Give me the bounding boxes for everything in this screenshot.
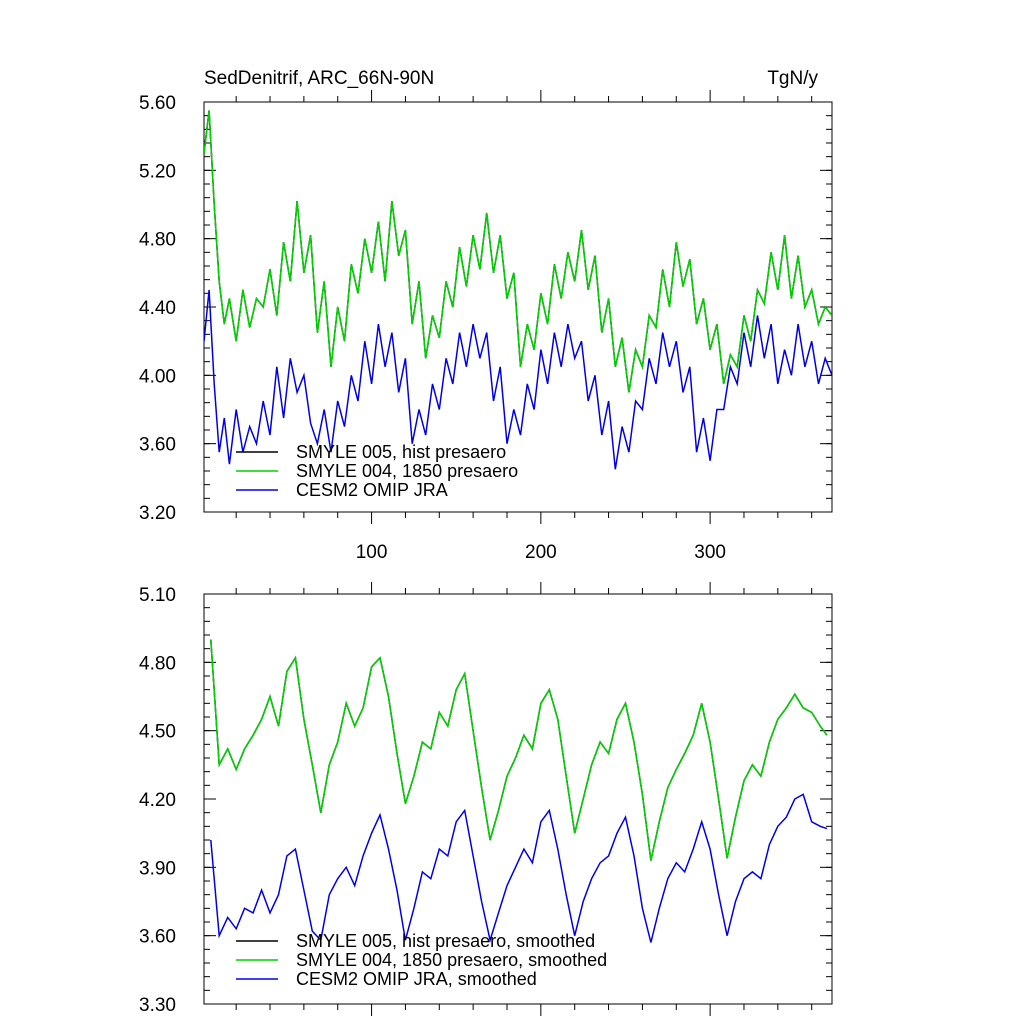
y-tick-label: 3.30 (139, 995, 176, 1016)
y-tick-label: 4.80 (139, 653, 176, 674)
legend-label: SMYLE 005, hist presaero (296, 442, 506, 462)
y-tick-label: 3.60 (139, 435, 176, 456)
y-tick-label: 3.20 (139, 503, 176, 524)
legend-label: SMYLE 005, hist presaero, smoothed (296, 931, 595, 951)
series-line-1-1 (210, 639, 828, 861)
legend-label: SMYLE 004, 1850 presaero (296, 461, 518, 481)
legend-label: CESM2 OMIP JRA (296, 480, 448, 500)
y-tick-label: 4.50 (139, 722, 176, 743)
y-tick-label: 4.80 (139, 230, 176, 251)
series-line-1-2 (210, 793, 828, 944)
y-tick-label: 3.90 (139, 858, 176, 879)
top-panel: SedDenitrif, ARC_66N-90N TgN/y 3.20 3.60 4… (139, 68, 833, 563)
top-panel-title: SedDenitrif, ARC_66N-90N (204, 68, 434, 89)
y-tick-label: 5.20 (139, 161, 176, 182)
series-line-0-0 (204, 110, 832, 393)
y-tick-label: 4.20 (139, 790, 176, 811)
x-tick-label: 200 (525, 542, 557, 563)
y-tick-label: 5.10 (139, 585, 176, 606)
bottom-panel: 3.30 3.60 3.90 4.20 4.50 4.80 5.10 SMYLE 005, h… (139, 582, 833, 1016)
x-tick-label: 100 (356, 542, 388, 563)
y-tick-label: 4.00 (139, 366, 176, 387)
x-tick-label: 300 (694, 542, 726, 563)
series-line-0-2 (204, 289, 832, 470)
y-tick-label: 4.40 (139, 298, 176, 319)
legend-label: CESM2 OMIP JRA, smoothed (296, 969, 537, 989)
series-line-0-1 (204, 110, 832, 393)
y-tick-label: 5.60 (139, 93, 176, 114)
legend-label: SMYLE 004, 1850 presaero, smoothed (296, 950, 607, 970)
y-tick-label: 3.60 (139, 927, 176, 948)
top-panel-units: TgN/y (767, 68, 818, 89)
